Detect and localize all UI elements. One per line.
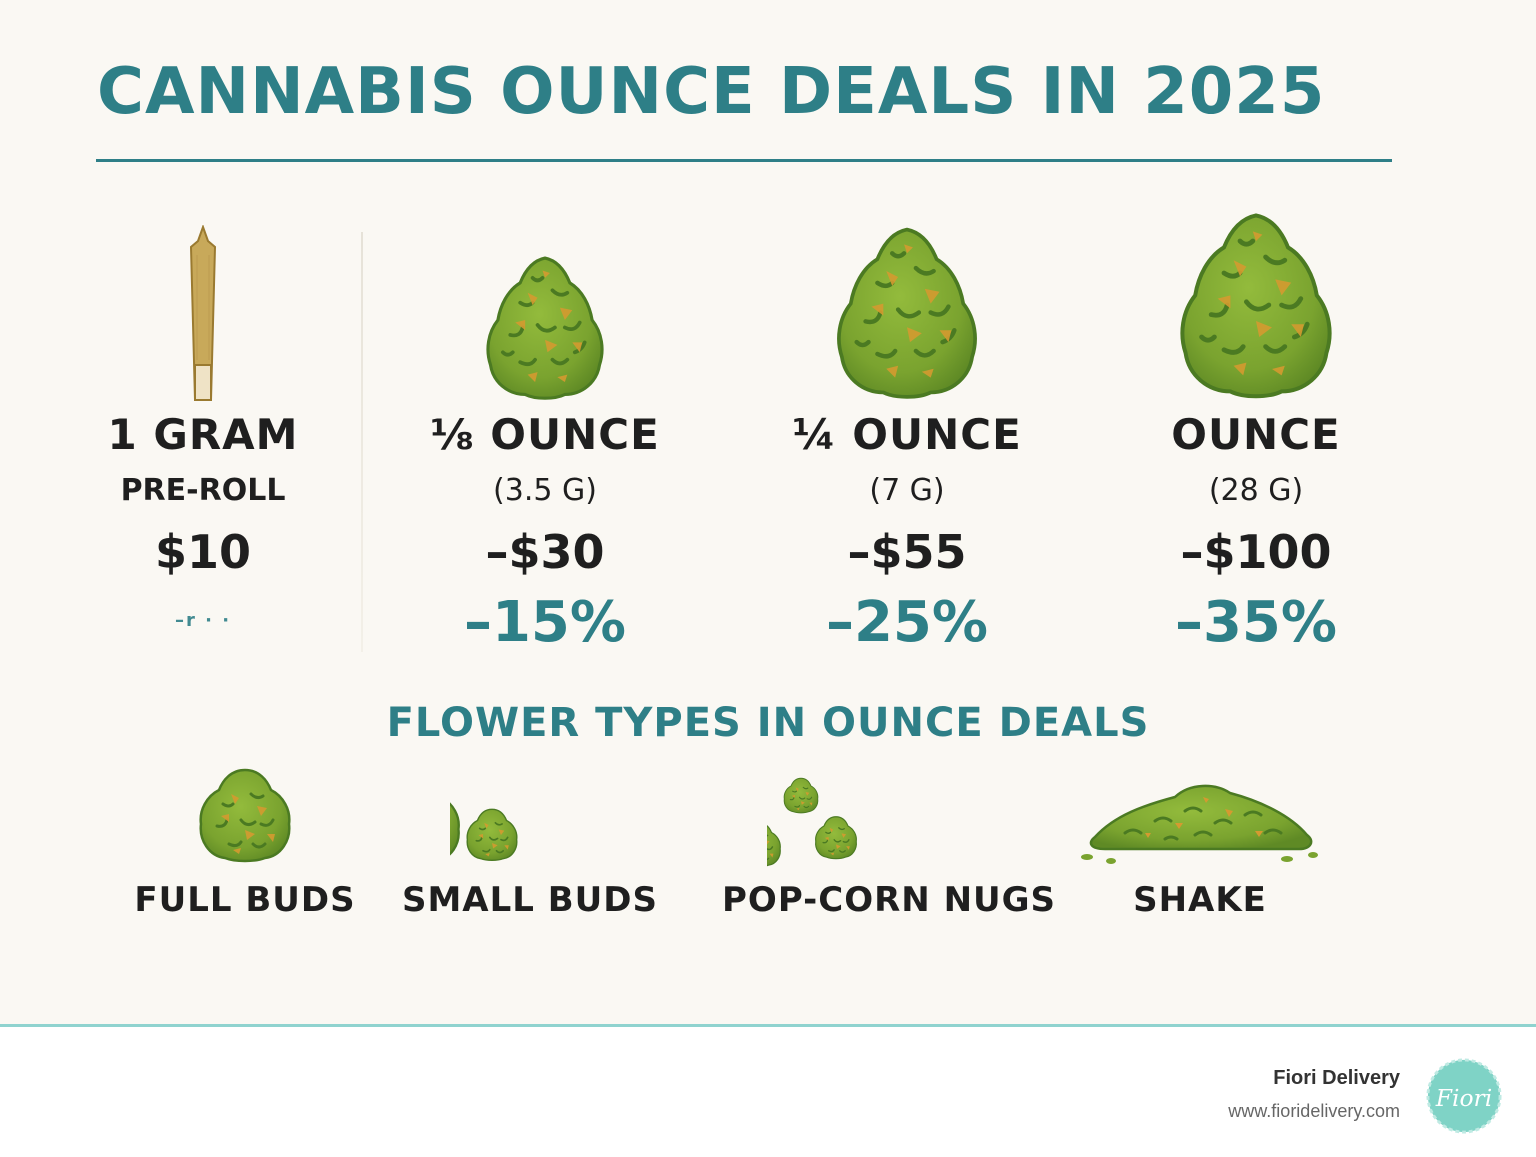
footer: Fiori Delivery www.fioridelivery.com Fio… xyxy=(0,1024,1536,1157)
tier-sub: (3.5 G) xyxy=(493,473,597,508)
flower-type-popcorn-nugs: POP-CORN NUGS xyxy=(722,740,1057,930)
flower-types-heading: FLOWER TYPES IN OUNCE DEALS xyxy=(386,700,1150,746)
ounce-bud-icon xyxy=(1176,205,1336,405)
tier-discount: –r · · xyxy=(174,610,232,631)
svg-text:Fiori: Fiori xyxy=(1435,1084,1492,1112)
fiori-logo-icon: Fiori xyxy=(1426,1058,1502,1134)
tier-price: –$30 xyxy=(485,525,605,579)
tier-sub: (28 G) xyxy=(1208,473,1304,508)
pre-roll-icon xyxy=(189,225,217,401)
flower-type-label: SHAKE xyxy=(1133,880,1267,920)
tier-name: OUNCE xyxy=(1171,410,1341,459)
flower-type-label: POP-CORN NUGS xyxy=(722,880,1057,920)
tier-name: ⅛ OUNCE xyxy=(430,410,660,459)
small-buds-icon xyxy=(450,770,610,870)
flower-type-label: FULL BUDS xyxy=(134,880,356,920)
tier-card-eighth: ⅛ OUNCE (3.5 G) –$30 –15% xyxy=(375,190,715,670)
tier-card-pre-roll: 1 GRAM PRE-ROLL $10 –r · · xyxy=(33,190,373,670)
tier-card-quarter: ¼ OUNCE (7 G) –$55 –25% xyxy=(737,190,1077,670)
shake-icon xyxy=(1081,784,1318,864)
quarter-bud-icon xyxy=(833,220,981,405)
footer-brand: Fiori Delivery xyxy=(1273,1067,1400,1089)
footer-url[interactable]: www.fioridelivery.com xyxy=(1228,1101,1400,1121)
tier-sub: (7 G) xyxy=(869,473,945,508)
eighth-bud-icon xyxy=(483,250,607,405)
column-divider xyxy=(361,232,363,652)
title-divider xyxy=(96,159,1392,162)
flower-type-shake: SHAKE xyxy=(1050,740,1350,930)
tier-price: $10 xyxy=(154,525,252,579)
tier-name: ¼ OUNCE xyxy=(792,410,1022,459)
popcorn-nugs-icon xyxy=(767,770,977,870)
flower-type-small-buds: SMALL BUDS xyxy=(380,740,680,930)
tier-sub: PRE-ROLL xyxy=(120,473,286,508)
tier-name: 1 GRAM xyxy=(107,410,299,459)
page-title: CANNABIS OUNCE DEALS IN 2025 xyxy=(97,55,1326,129)
tier-card-ounce: OUNCE (28 G) –$100 –35% xyxy=(1086,190,1426,670)
tier-discount: –25% xyxy=(825,590,989,655)
flower-type-label: SMALL BUDS xyxy=(401,880,659,920)
full-bud-icon xyxy=(195,758,295,870)
tier-discount: –15% xyxy=(463,590,627,655)
tier-discount: –35% xyxy=(1174,590,1338,655)
flower-type-full-buds: FULL BUDS xyxy=(95,740,395,930)
tier-price: –$100 xyxy=(1180,525,1332,579)
tier-price: –$55 xyxy=(847,525,967,579)
